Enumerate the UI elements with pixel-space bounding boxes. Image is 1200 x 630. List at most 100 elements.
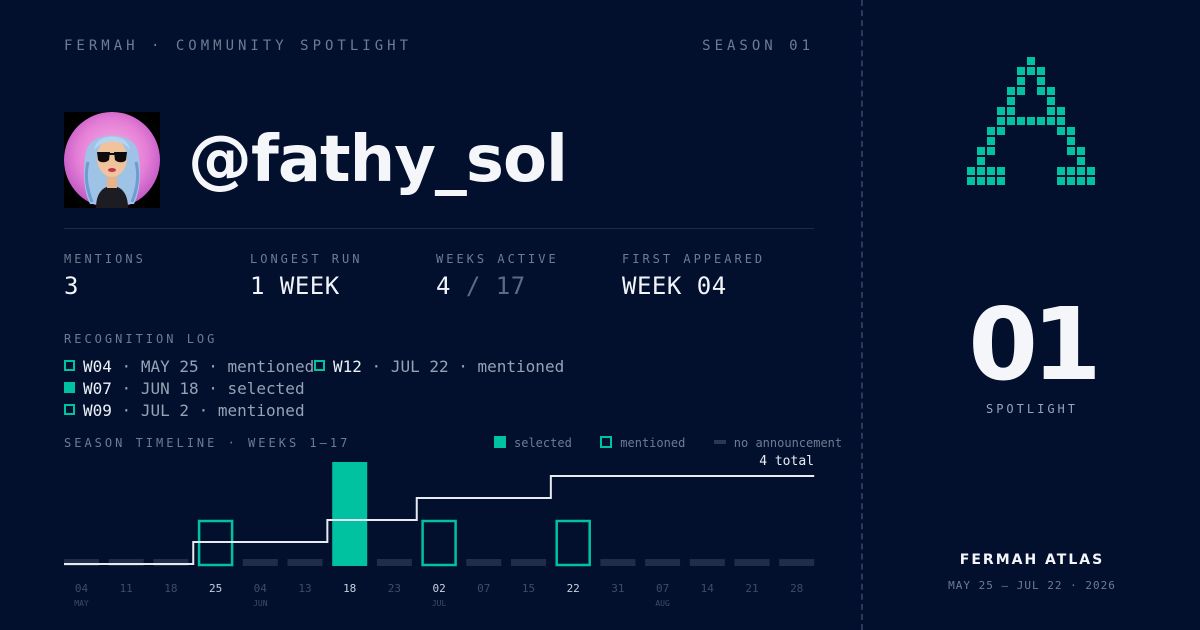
logo-pixel: [987, 127, 995, 135]
tick-label: 15: [522, 582, 535, 595]
legend-selected-icon: [494, 436, 506, 448]
bar-none: [511, 559, 546, 566]
logo-pixel: [1027, 57, 1035, 65]
logo-pixel: [997, 117, 1005, 125]
logo-pixel: [1007, 117, 1015, 125]
header-divider: [64, 228, 814, 229]
tick-label: 25: [209, 582, 222, 595]
panel-divider: [861, 0, 863, 630]
log-week: W04: [83, 357, 112, 376]
log-week: W12: [333, 357, 362, 376]
legend-mentioned-icon: [600, 436, 613, 448]
stat-label: FIRST APPEARED: [622, 252, 766, 266]
stat-first-appeared: FIRST APPEARED WEEK 04: [622, 252, 812, 300]
logo-pixel: [1007, 97, 1015, 105]
log-detail: · MAY 25 · mentioned: [121, 357, 315, 376]
logo-pixel: [1087, 177, 1095, 185]
bar-selected: [332, 462, 368, 566]
user-handle: @fathy_sol: [188, 123, 568, 197]
brand-eyebrow: FERMAH · COMMUNITY SPOTLIGHT: [64, 38, 413, 54]
timeline-total: 4 total: [759, 454, 814, 469]
logo-pixel: [1017, 67, 1025, 75]
stat-value-total: / 17: [465, 272, 526, 300]
atlas-dates: MAY 25 — JUL 22 · 2026: [948, 579, 1116, 592]
tick-label: 28: [790, 582, 803, 595]
tick-label: 07: [477, 582, 490, 595]
logo-pixel: [1067, 167, 1075, 175]
logo-pixel: [977, 157, 985, 165]
logo-pixel: [1047, 107, 1055, 115]
log-detail: · JUL 2 · mentioned: [121, 401, 305, 420]
mentioned-marker-icon: [64, 360, 75, 371]
stat-value: WEEK 04: [622, 272, 727, 300]
logo-pixel: [1047, 87, 1055, 95]
season-label: SEASON 01: [702, 38, 814, 54]
log-entry: W04 · MAY 25 · mentioned: [64, 357, 314, 377]
timeline-legend: selected mentioned no announcement: [494, 436, 842, 450]
avatar-cartoon-icon: [64, 112, 160, 208]
logo-pixel: [1007, 87, 1015, 95]
log-detail: · JUN 18 · selected: [121, 379, 305, 398]
stat-value: 3: [64, 272, 79, 300]
logo-pixel: [1057, 117, 1065, 125]
logo-pixel: [1057, 177, 1065, 185]
logo-pixel: [977, 177, 985, 185]
log-entry: W07 · JUN 18 · selected: [64, 379, 305, 399]
logo-pixel: [1027, 67, 1035, 75]
logo-pixel: [987, 147, 995, 155]
timeline-title: SEASON TIMELINE · WEEKS 1–17: [64, 436, 351, 450]
bar-none: [600, 559, 636, 566]
stat-label: LONGEST RUN: [250, 252, 363, 266]
logo-pixel: [977, 167, 985, 175]
logo-pixel: [977, 147, 985, 155]
logo-pixel: [1067, 137, 1075, 145]
selected-marker-icon: [64, 382, 75, 393]
logo-pixel: [1017, 77, 1025, 85]
logo-pixel: [1037, 77, 1045, 85]
logo-pixel: [1067, 127, 1075, 135]
tick-label: 04: [75, 582, 89, 595]
bar-mentioned: [421, 519, 457, 567]
spotlight-label: SPOTLIGHT: [985, 402, 1079, 416]
logo-pixel: [1027, 117, 1035, 125]
season-timeline-chart: 04 MAY 11 18 25 04 JUN 13 18 23 02 JUL 07 15 22 31 07 AUG…: [64, 462, 815, 608]
legend-mentioned-label: mentioned: [620, 436, 686, 450]
stat-label: MENTIONS: [64, 252, 146, 266]
tick-label: 23: [388, 582, 401, 595]
bar-none: [64, 559, 99, 566]
month-label: JUN: [253, 599, 268, 608]
stat-longest-run: LONGEST RUN 1 WEEK: [250, 252, 430, 300]
bar-none: [153, 559, 189, 566]
mentioned-marker-icon: [314, 360, 325, 371]
atlas-title: FERMAH ATLAS: [959, 552, 1105, 568]
avatar: [64, 112, 160, 208]
bar-none: [734, 559, 770, 566]
logo-pixel: [1057, 107, 1065, 115]
logo-pixel: [1037, 87, 1045, 95]
logo-pixel: [987, 167, 995, 175]
logo-pixel: [1067, 177, 1075, 185]
bar-none: [689, 559, 725, 566]
logo-pixel: [1077, 147, 1085, 155]
legend-selected-label: selected: [514, 436, 572, 450]
fermah-pixel-a-logo-icon: [967, 57, 1095, 185]
logo-pixel: [1037, 117, 1045, 125]
bar-none: [376, 559, 412, 566]
stat-label: WEEKS ACTIVE: [436, 252, 559, 266]
recognition-log-title: RECOGNITION LOG: [64, 332, 218, 346]
tick-label: 07: [656, 582, 669, 595]
tick-label: 13: [298, 582, 311, 595]
tick-label: 14: [701, 582, 715, 595]
logo-pixel: [997, 107, 1005, 115]
bar-none: [645, 559, 681, 566]
logo-pixel: [1047, 117, 1055, 125]
logo-pixel: [997, 177, 1005, 185]
log-week: W07: [83, 379, 112, 398]
stat-value-row: 4 / 17: [436, 272, 616, 300]
logo-pixel: [987, 177, 995, 185]
bar-mentioned: [555, 519, 591, 567]
bar-none: [779, 559, 815, 566]
log-entry: W09 · JUL 2 · mentioned: [64, 401, 305, 421]
logo-pixel: [997, 127, 1005, 135]
logo-pixel: [1087, 167, 1095, 175]
